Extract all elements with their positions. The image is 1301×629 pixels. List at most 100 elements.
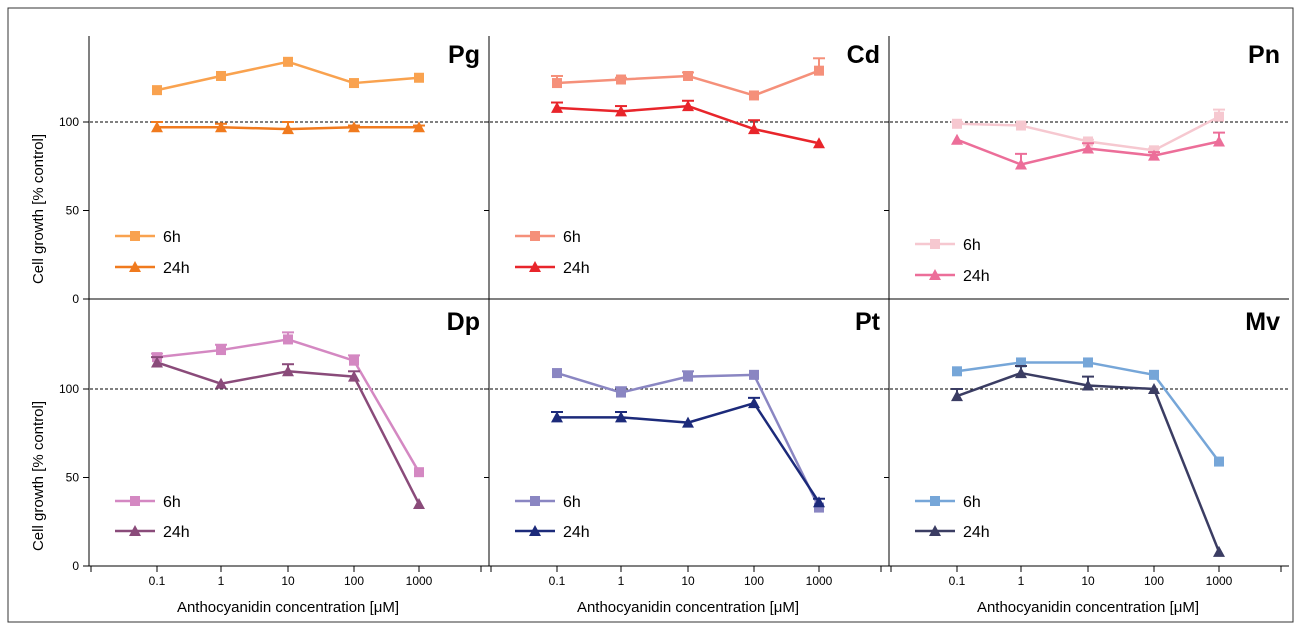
x-axis-label: Anthocyanidin concentration [μM] bbox=[577, 599, 799, 616]
panel-mv: Mv 6h 24h bbox=[890, 308, 1288, 557]
y-tick-label: 50 bbox=[66, 471, 80, 485]
data-point bbox=[616, 74, 626, 85]
legend-label: 24h bbox=[163, 524, 190, 541]
data-point bbox=[551, 411, 563, 423]
x-tick-label: 0.1 bbox=[549, 574, 566, 588]
data-point bbox=[1016, 120, 1026, 131]
data-point bbox=[1214, 111, 1224, 122]
data-point bbox=[1213, 135, 1225, 147]
data-point bbox=[552, 368, 562, 379]
y-axis-label: Cell growth [% control] bbox=[30, 401, 47, 551]
legend-marker bbox=[129, 261, 141, 272]
x-tick-label: 1000 bbox=[1206, 574, 1233, 588]
series-line bbox=[156, 338, 421, 473]
data-point bbox=[216, 345, 226, 356]
x-tick-label: 100 bbox=[344, 574, 364, 588]
data-point bbox=[748, 123, 760, 135]
series-line bbox=[156, 361, 421, 505]
legend-marker bbox=[130, 231, 140, 241]
legend-label: 24h bbox=[163, 260, 190, 277]
legend-label: 6h bbox=[963, 494, 981, 511]
data-point bbox=[349, 78, 359, 89]
data-point bbox=[414, 72, 424, 83]
legend-marker bbox=[929, 525, 941, 536]
data-point bbox=[283, 334, 293, 345]
panel-title: Pt bbox=[855, 308, 881, 336]
legend-label: 6h bbox=[163, 229, 181, 246]
legend-marker bbox=[129, 525, 141, 536]
panel-title: Cd bbox=[847, 41, 880, 69]
data-point bbox=[413, 121, 425, 133]
data-point bbox=[813, 137, 825, 149]
data-point bbox=[1015, 158, 1027, 170]
data-point bbox=[282, 123, 294, 135]
x-tick-label: 100 bbox=[1144, 574, 1164, 588]
legend-marker bbox=[930, 239, 940, 249]
legend-marker bbox=[530, 496, 540, 506]
data-point bbox=[151, 121, 163, 133]
x-tick-label: 0.1 bbox=[149, 574, 166, 588]
legend-label: 6h bbox=[963, 237, 981, 254]
x-tick-label: 1 bbox=[618, 574, 625, 588]
y-tick-label: 50 bbox=[66, 204, 80, 218]
data-point bbox=[615, 105, 627, 117]
data-point bbox=[1082, 142, 1094, 154]
x-tick-label: 1 bbox=[1018, 574, 1025, 588]
data-point bbox=[683, 371, 693, 382]
data-point bbox=[814, 502, 824, 513]
data-point bbox=[951, 390, 963, 402]
legend-marker bbox=[929, 269, 941, 280]
data-point bbox=[413, 498, 425, 510]
data-point bbox=[1149, 369, 1159, 380]
data-point bbox=[349, 355, 359, 366]
y-tick-label: 100 bbox=[59, 382, 79, 396]
legend-label: 24h bbox=[963, 268, 990, 285]
data-point bbox=[283, 56, 293, 67]
x-axis-label: Anthocyanidin concentration [μM] bbox=[177, 599, 399, 616]
data-point bbox=[951, 133, 963, 145]
data-point bbox=[216, 70, 226, 81]
data-point bbox=[748, 397, 760, 409]
x-tick-label: 1 bbox=[218, 574, 225, 588]
legend-label: 6h bbox=[163, 494, 181, 511]
data-point bbox=[152, 85, 162, 96]
y-tick-label: 0 bbox=[72, 559, 79, 573]
data-point bbox=[1016, 357, 1026, 368]
data-point bbox=[151, 356, 163, 368]
x-tick-label: 1000 bbox=[406, 574, 433, 588]
x-tick-label: 10 bbox=[1081, 574, 1095, 588]
data-point bbox=[551, 101, 563, 113]
data-point bbox=[348, 370, 360, 382]
legend-marker bbox=[930, 496, 940, 506]
panel-cd: Cd 6h 24h bbox=[490, 41, 888, 277]
data-point bbox=[682, 100, 694, 112]
legend-label: 24h bbox=[963, 524, 990, 541]
data-point bbox=[952, 118, 962, 129]
figure-border bbox=[7, 7, 1294, 623]
panel-pg: Pg 6h 24h bbox=[90, 41, 488, 277]
data-point bbox=[552, 78, 562, 89]
legend-label: 6h bbox=[563, 229, 581, 246]
data-point bbox=[1082, 379, 1094, 391]
data-point bbox=[813, 496, 825, 508]
y-axis-label: Cell growth [% control] bbox=[30, 134, 47, 284]
x-axis-label: Anthocyanidin concentration [μM] bbox=[977, 599, 1199, 616]
panel-title: Pg bbox=[448, 41, 480, 69]
data-point bbox=[1083, 136, 1093, 147]
panel-dp: Dp 6h 24h bbox=[90, 308, 488, 541]
panel-title: Dp bbox=[447, 308, 480, 336]
data-point bbox=[1148, 383, 1160, 394]
data-point bbox=[215, 121, 227, 133]
data-point bbox=[215, 377, 227, 389]
legend-marker bbox=[529, 261, 541, 272]
data-point bbox=[1213, 545, 1225, 557]
panel-title: Mv bbox=[1245, 308, 1280, 336]
data-point bbox=[1214, 456, 1224, 467]
data-point bbox=[348, 121, 360, 133]
panel-pt: Pt 6h 24h bbox=[490, 308, 888, 541]
data-point bbox=[682, 416, 694, 428]
x-tick-label: 10 bbox=[281, 574, 295, 588]
legend-label: 6h bbox=[563, 494, 581, 511]
legend-marker bbox=[530, 231, 540, 241]
